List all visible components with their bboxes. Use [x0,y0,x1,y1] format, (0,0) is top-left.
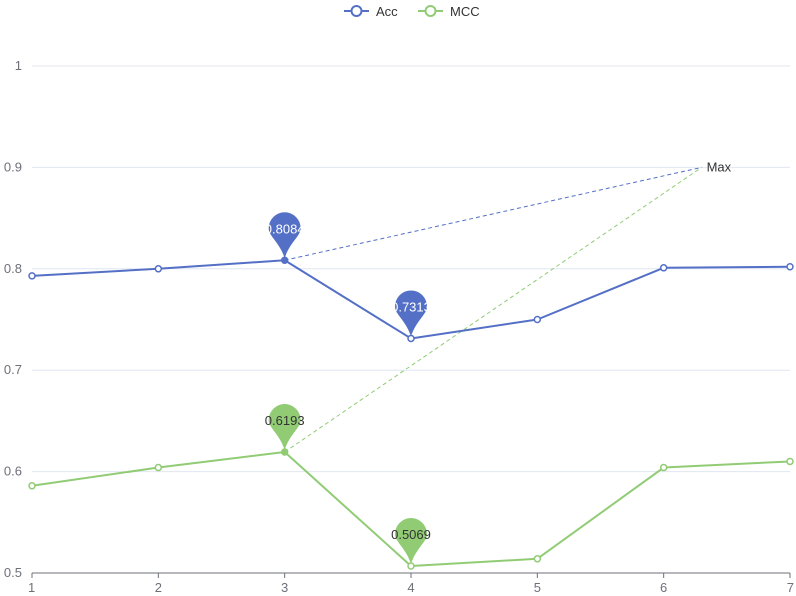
legend-marker-mcc[interactable] [424,5,437,17]
max-markline: Max [284,159,732,453]
series-lines [28,256,794,570]
data-point-mcc[interactable] [533,555,542,563]
x-tick-label: 3 [281,580,288,595]
data-point-acc[interactable] [28,272,36,280]
x-tick-label: 5 [534,580,541,595]
y-tick-label: 0.8 [4,261,22,276]
markpoint-pins: 0.8084 0.7313 0.6193 0.5069 [265,212,431,565]
x-tick-label: 4 [407,580,414,595]
markpoint-pin-acc[interactable] [268,212,301,259]
legend[interactable]: Acc MCC [344,4,480,19]
axes: 0.5 0.6 0.7 0.8 0.9 1 1 2 3 4 5 6 7 [4,58,794,595]
x-tick-label: 7 [787,580,794,595]
markpoint-pin-acc[interactable] [395,290,427,337]
legend-label-mcc[interactable]: MCC [450,4,480,19]
markpoint-label: 0.8084 [265,221,305,236]
markpoint-label: 0.5069 [391,527,431,542]
y-tick-label: 0.7 [4,362,22,377]
markpoint-pin-mcc[interactable] [395,518,427,565]
data-point-mcc[interactable] [786,457,794,466]
y-tick-label: 0.5 [4,565,22,580]
data-point-mcc[interactable] [28,482,36,490]
data-point-mcc[interactable] [659,463,668,472]
legend-marker-acc[interactable] [350,5,363,17]
x-tick-label: 1 [28,580,35,595]
data-point-acc[interactable] [786,263,794,271]
markline-max-label: Max [707,159,732,174]
markpoint-pin-mcc[interactable] [268,404,301,451]
y-tick-label: 0.6 [4,464,22,479]
x-tick-label: 2 [155,580,162,595]
markline-mcc [284,166,702,453]
legend-label-acc[interactable]: Acc [376,4,398,19]
y-tick-label: 0.9 [4,159,22,174]
markline-acc [284,166,702,261]
markpoint-label: 0.6193 [265,413,305,428]
data-point-acc[interactable] [659,264,668,272]
y-tick-label: 1 [15,58,22,73]
x-tick-label: 6 [660,580,667,595]
data-point-mcc[interactable] [154,463,163,472]
markpoint-label: 0.7313 [391,299,431,314]
data-point-acc[interactable] [533,315,542,324]
data-point-acc[interactable] [154,265,163,273]
